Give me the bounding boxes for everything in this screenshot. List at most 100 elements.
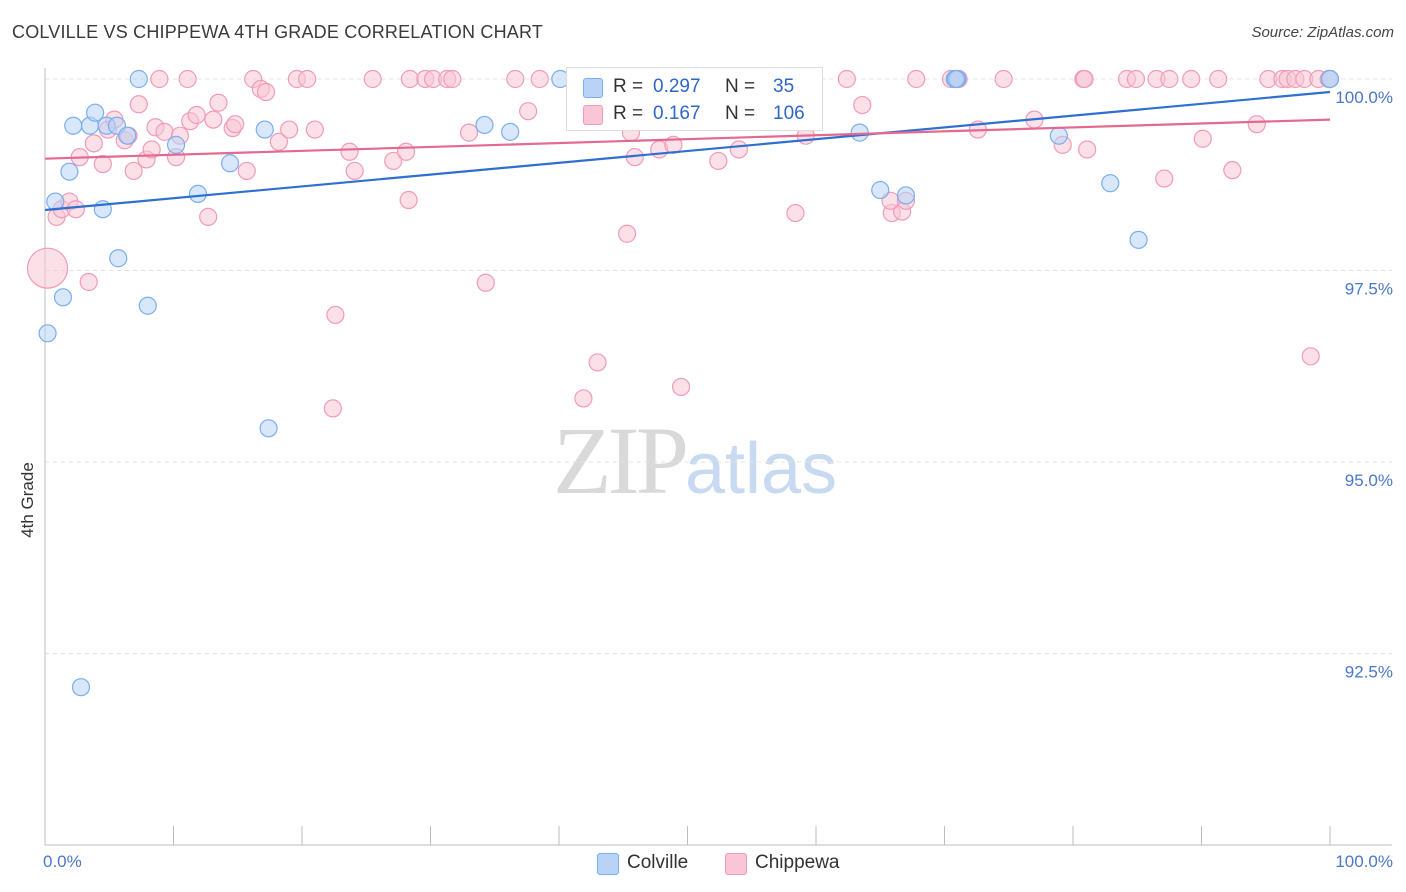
- n-label: N =: [725, 76, 756, 97]
- colville-point: [71, 678, 91, 697]
- chippewa-point: [476, 273, 495, 292]
- chippewa-point: [729, 140, 749, 159]
- chippewa-point: [396, 142, 416, 161]
- chippewa-point: [400, 69, 420, 89]
- chippewa-point: [340, 142, 359, 161]
- trend-lines: [44, 90, 1331, 212]
- chippewa-point: [399, 190, 418, 210]
- chippewa-point: [1155, 169, 1174, 188]
- chippewa-point: [384, 151, 403, 171]
- colville-point: [1101, 174, 1120, 193]
- chippewa-point: [209, 93, 228, 112]
- colville-point: [1129, 230, 1148, 249]
- chippewa-point: [178, 69, 197, 89]
- colville-trend-line: [44, 90, 1331, 212]
- r-value: 0.297: [653, 76, 701, 97]
- colville-point: [220, 154, 240, 173]
- y-tick-label: 92.5%: [1345, 663, 1393, 682]
- chippewa-point: [443, 69, 462, 89]
- chippewa-swatch: [583, 105, 603, 125]
- chippewa-point: [93, 154, 112, 174]
- chippewa-point: [150, 69, 169, 89]
- colville-point: [118, 126, 137, 145]
- r-label: R =: [613, 76, 644, 97]
- chippewa-point: [459, 123, 479, 142]
- chippewa-point: [280, 120, 299, 139]
- y-tick-label: 100.0%: [1335, 88, 1393, 107]
- chippewa-point: [199, 207, 218, 226]
- chippewa-point: [530, 69, 549, 89]
- chippewa-point: [994, 69, 1013, 89]
- chippewa-point: [1182, 69, 1201, 89]
- r-value: 0.167: [653, 103, 701, 124]
- chippewa-point: [323, 399, 342, 418]
- colville-point: [129, 69, 148, 89]
- colville-swatch: [583, 78, 603, 98]
- chippewa-point: [618, 224, 637, 243]
- stats-legend: R = 0.297 N = 35 R = 0.167 N = 106: [566, 67, 823, 131]
- chippewa-point: [1247, 115, 1266, 134]
- chippewa-point: [269, 132, 288, 151]
- chippewa-point: [237, 161, 256, 181]
- chippewa-point: [204, 110, 223, 129]
- colville-legend-swatch: [597, 853, 619, 875]
- y-tick-label: 95.0%: [1345, 471, 1393, 490]
- y-axis-label-wrap: 4th Grade: [18, 462, 38, 600]
- source-label: Source: ZipAtlas.com: [1251, 24, 1394, 41]
- x-tick-label-max: 100.0%: [1335, 852, 1393, 871]
- r-label: R =: [613, 103, 644, 124]
- colville-point: [53, 288, 73, 307]
- chippewa-legend-swatch: [725, 853, 747, 875]
- chippewa-point: [1126, 69, 1146, 89]
- n-value: 35: [773, 76, 795, 97]
- x-tick-label-min: 0.0%: [43, 852, 82, 871]
- watermark-zip: ZIP: [553, 407, 689, 514]
- chippewa-point: [1209, 69, 1228, 89]
- chippewa-point: [79, 272, 98, 292]
- y-tick-labels: 100.0% 97.5% 95.0% 92.5%: [1335, 88, 1393, 682]
- chippewa-point: [305, 120, 324, 139]
- colville-point: [475, 115, 494, 135]
- chippewa-point: [1223, 161, 1242, 180]
- colville-point: [109, 249, 128, 268]
- chippewa-point: [124, 161, 143, 181]
- colville-point: [255, 120, 274, 139]
- chippewa-point: [298, 69, 317, 89]
- chippewa-point: [26, 247, 69, 289]
- chippewa-point: [187, 105, 206, 125]
- colville-point: [188, 184, 208, 203]
- chippewa-point: [363, 69, 382, 89]
- chart-title: COLVILLE VS CHIPPEWA 4TH GRADE CORRELATI…: [12, 22, 544, 42]
- axes: [44, 68, 1392, 846]
- colville-point: [64, 116, 83, 135]
- colville-point: [871, 180, 890, 200]
- chippewa-point: [671, 377, 691, 397]
- chippewa-legend-label: Chippewa: [755, 852, 840, 873]
- colville-point: [501, 122, 520, 141]
- chippewa-point: [142, 140, 161, 159]
- colville-point: [38, 324, 57, 343]
- chippewa-point: [1193, 129, 1212, 148]
- colville-point: [166, 135, 186, 154]
- chippewa-point: [786, 203, 805, 223]
- colville-point: [1320, 69, 1340, 89]
- chippewa-point: [326, 305, 345, 325]
- chippewa-point: [574, 389, 593, 408]
- colville-point: [1049, 126, 1068, 145]
- colville-legend-label: Colville: [627, 852, 689, 873]
- chippewa-point: [1078, 140, 1097, 159]
- watermark: ZIPatlas: [553, 405, 837, 516]
- colville-point: [946, 69, 966, 89]
- chippewa-point: [129, 95, 148, 114]
- colville-point: [60, 162, 79, 181]
- chippewa-point: [84, 134, 103, 153]
- n-value: 106: [773, 103, 805, 124]
- chippewa-point: [588, 353, 607, 372]
- y-axis-label: 4th Grade: [18, 462, 37, 538]
- chippewa-point: [907, 69, 926, 89]
- watermark-atlas: atlas: [685, 429, 838, 509]
- chippewa-point: [256, 82, 276, 102]
- chippewa-point: [226, 115, 245, 134]
- chippewa-point: [853, 95, 872, 115]
